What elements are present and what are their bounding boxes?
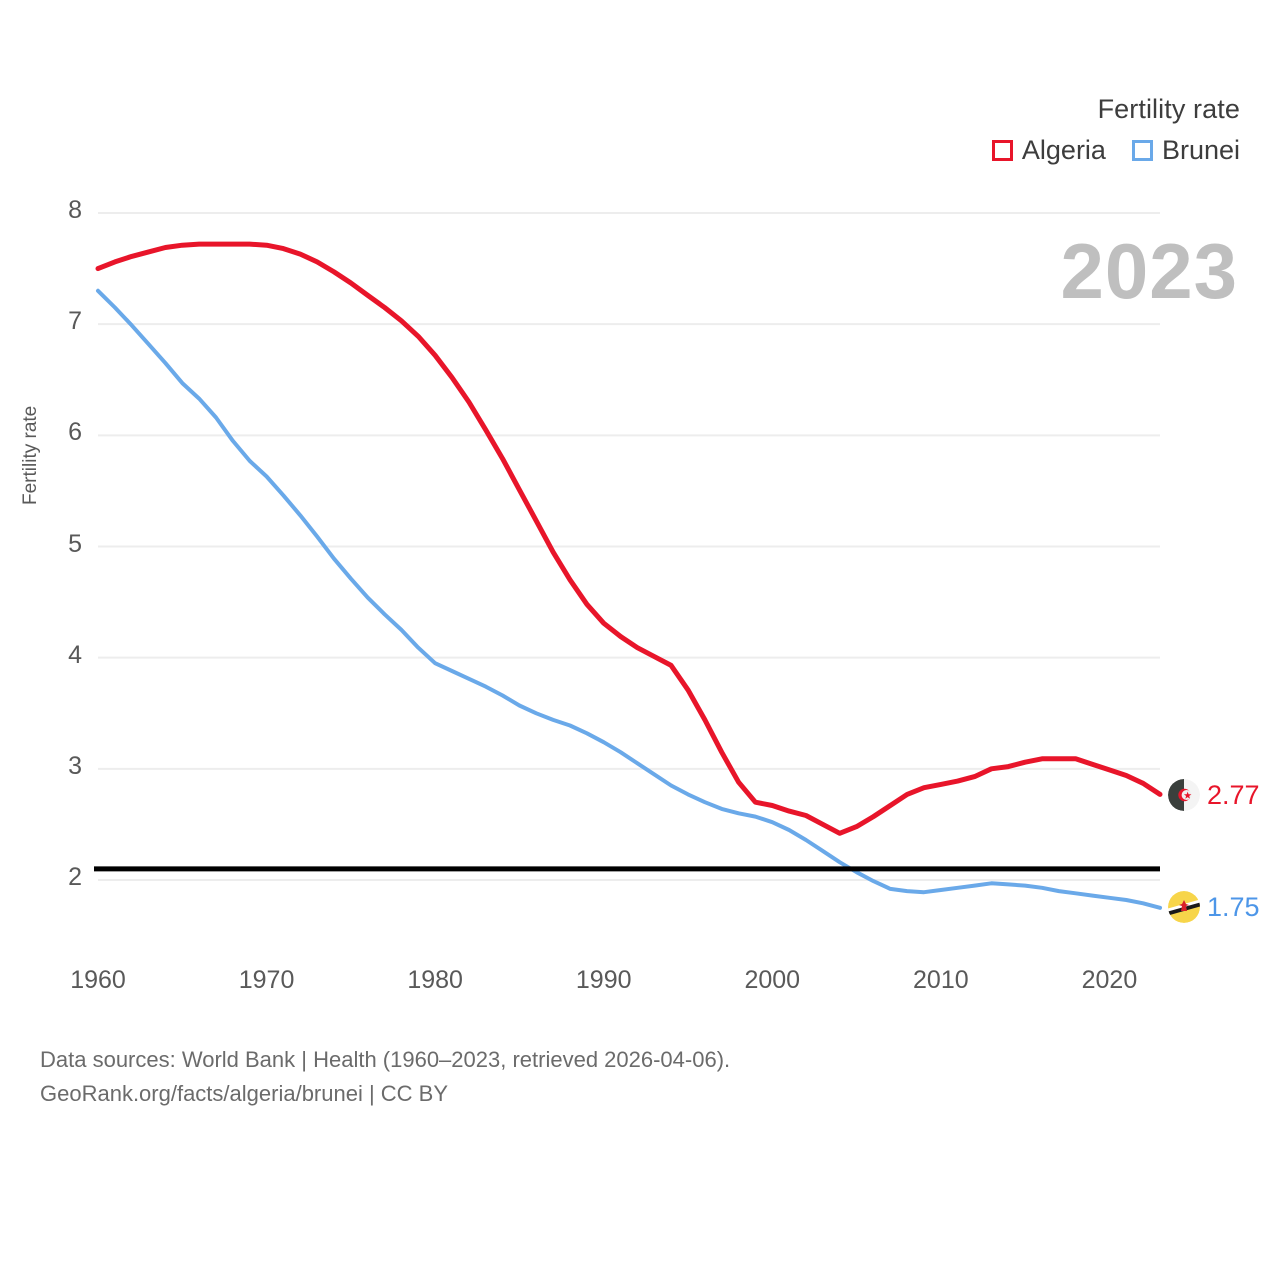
y-tick-3: 3 [68, 751, 82, 780]
x-tick-1960: 1960 [70, 966, 126, 994]
footer-attribution: Data sources: World Bank | Health (1960–… [40, 1043, 730, 1111]
x-tick-1990: 1990 [575, 966, 632, 994]
legend-label-algeria: Algeria [1021, 135, 1106, 165]
x-tick-2020: 2020 [1081, 966, 1138, 994]
footer-line-1: Data sources: World Bank | Health (1960–… [40, 1047, 731, 1072]
y-tick-4: 4 [68, 640, 82, 669]
x-tick-2010: 2010 [913, 966, 969, 994]
brunei-end-value: 1.75 [1207, 892, 1260, 922]
year-watermark: 2023 [1060, 227, 1238, 315]
brunei-flag-icon [1168, 891, 1200, 923]
algeria-flag-icon [1168, 779, 1200, 811]
series-line-brunei [96, 288, 1162, 910]
x-tick-1980: 1980 [407, 966, 463, 994]
y-tick-8: 8 [68, 196, 82, 224]
x-tick-2000: 2000 [744, 966, 801, 994]
legend-item-algeria[interactable]: Algeria [991, 135, 1106, 165]
legend-label-brunei: Brunei [1161, 135, 1240, 165]
series-line-algeria [95, 241, 1163, 836]
y-tick-6: 6 [68, 418, 82, 447]
chart-legend: Fertility rate Algeria Brunei [991, 94, 1240, 165]
y-tick-7: 7 [68, 307, 82, 336]
algeria-end-value: 2.77 [1207, 780, 1260, 810]
y-tick-2: 2 [68, 863, 82, 891]
legend-items: Algeria Brunei [991, 135, 1240, 165]
y-axis-label: Fertility rate [20, 405, 41, 505]
gridlines [98, 212, 1160, 881]
footer-line-2: GeoRank.org/facts/algeria/brunei | CC BY [40, 1081, 449, 1107]
legend-title: Fertility rate [1097, 94, 1240, 124]
x-tick-1970: 1970 [238, 966, 295, 994]
legend-swatch-algeria [991, 140, 1013, 161]
legend-item-brunei[interactable]: Brunei [1131, 135, 1240, 165]
legend-swatch-brunei [1131, 140, 1153, 161]
series-lines [95, 241, 1163, 910]
y-tick-5: 5 [68, 529, 82, 558]
